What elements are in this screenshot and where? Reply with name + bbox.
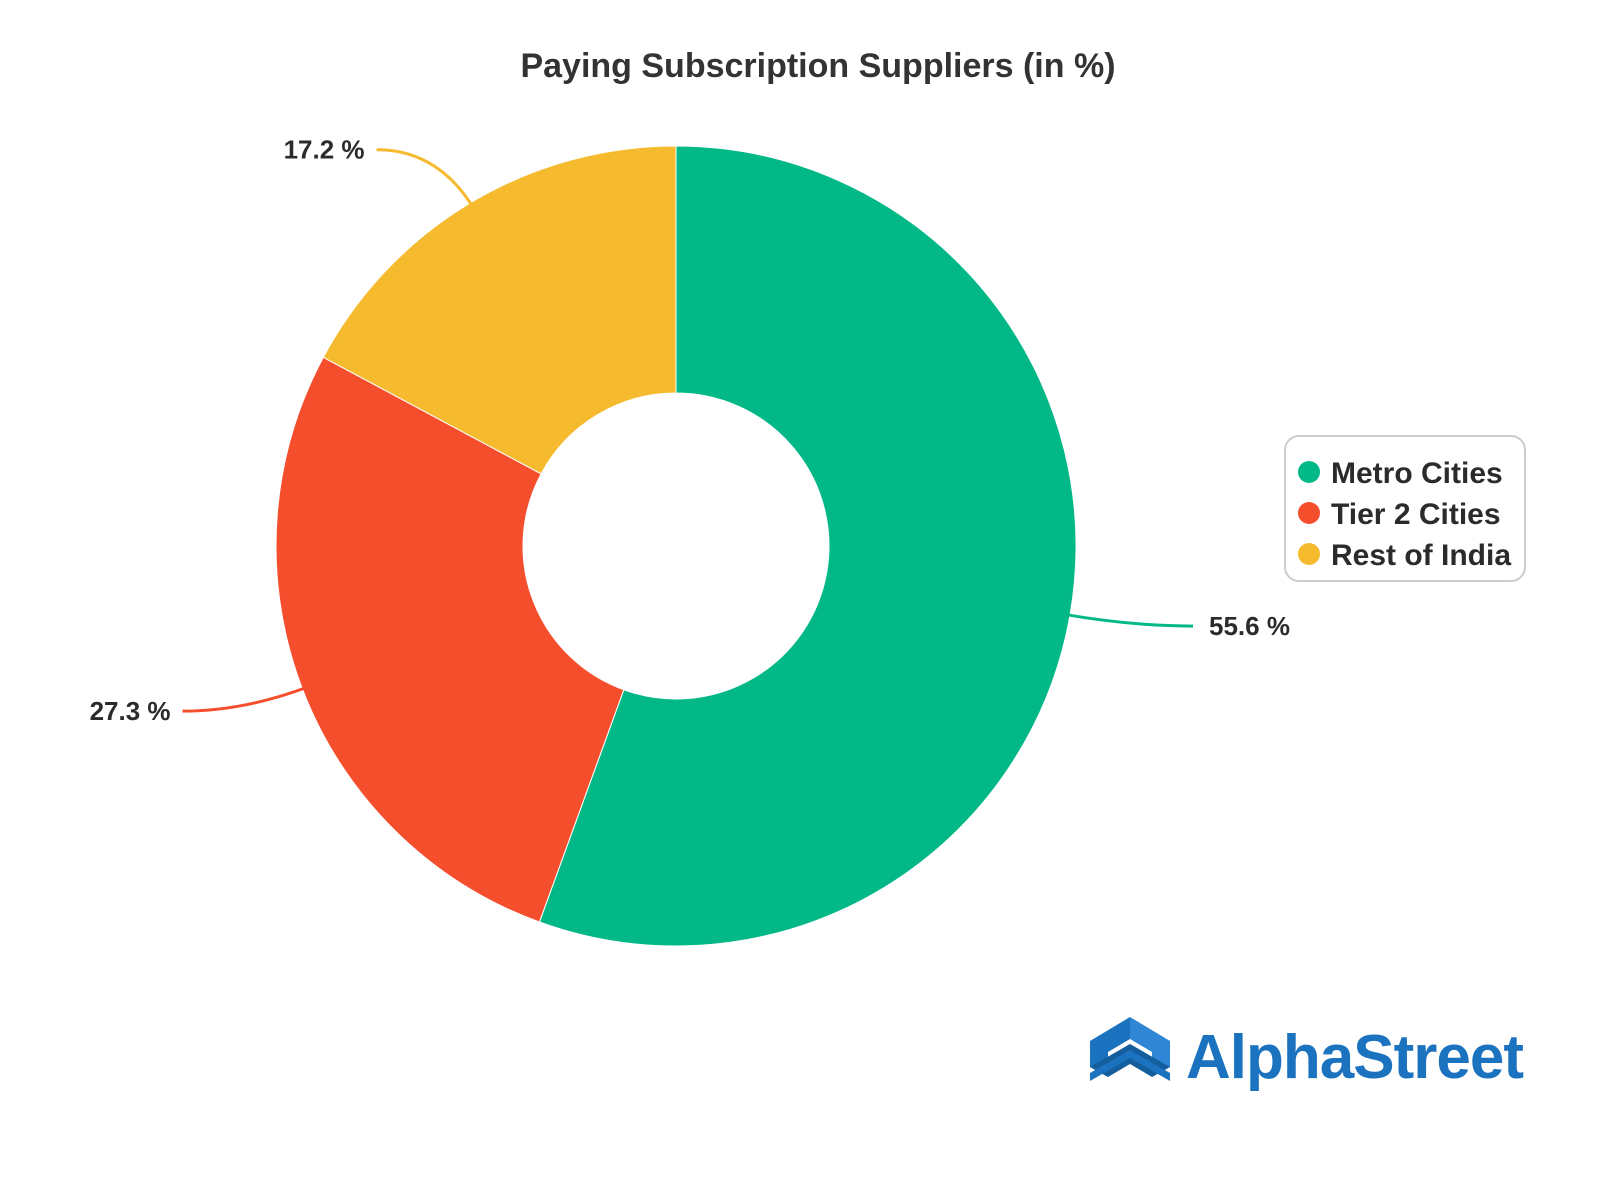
leader-line-rest-of-india (376, 148, 476, 211)
legend-marker-tier-2-cities (1298, 502, 1320, 524)
legend-label-tier-2-cities: Tier 2 Cities (1331, 498, 1501, 531)
legend-marker-rest-of-india (1298, 543, 1320, 565)
brand-logo: AlphaStreet (1090, 1017, 1524, 1092)
legend-box (1284, 435, 1526, 582)
legend-label-metro-cities: Metro Cities (1331, 457, 1503, 490)
legend-marker-metro-cities (1298, 461, 1320, 483)
chart-title: Paying Subscription Suppliers (in %) (520, 47, 1115, 85)
data-label-rest-of-india: 17.2 % (284, 135, 365, 165)
brand-name: AlphaStreet (1186, 1023, 1523, 1092)
data-label-tier-2-cities: 27.3 % (90, 696, 171, 726)
slice-tier-2-cities (275, 356, 625, 923)
slice-rest-of-india (322, 145, 677, 475)
label-leader-lines (182, 148, 1194, 713)
slice-metro-cities (538, 145, 1077, 947)
data-label-metro-cities: 55.6 % (1209, 611, 1290, 641)
legend-label-rest-of-india: Rest of India (1331, 539, 1511, 572)
chevron-up-cube-icon (1090, 1017, 1170, 1081)
data-labels: 55.6 % 27.3 % 17.2 % (90, 135, 1290, 726)
leader-line-metro-cities (1061, 612, 1194, 628)
legend: Metro Cities Tier 2 Cities Rest of India (1284, 435, 1526, 582)
donut-slices (275, 145, 1077, 947)
leader-line-tier-2-cities (182, 684, 311, 713)
